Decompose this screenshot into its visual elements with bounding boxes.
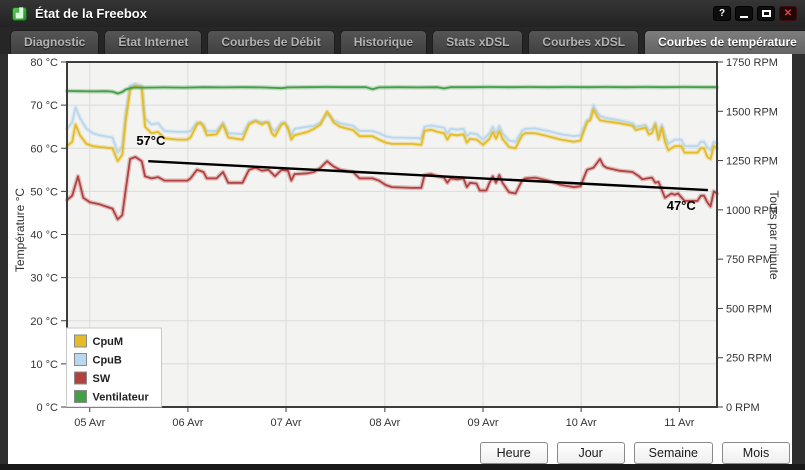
tab-courbes-xdsl[interactable]: Courbes xDSL: [528, 30, 640, 54]
svg-text:10 Avr: 10 Avr: [566, 417, 597, 429]
range-semaine-button[interactable]: Semaine: [633, 442, 713, 464]
tab-diagnostic[interactable]: Diagnostic: [10, 30, 100, 54]
svg-text:0 °C: 0 °C: [36, 402, 58, 414]
svg-text:47°C: 47°C: [667, 198, 697, 213]
svg-text:40 °C: 40 °C: [30, 230, 58, 242]
svg-text:11 Avr: 11 Avr: [664, 417, 695, 429]
maximize-icon: [761, 10, 771, 17]
freebox-logo-icon: ▟: [12, 6, 27, 21]
svg-text:50 °C: 50 °C: [30, 186, 58, 198]
window-title: État de la Freebox: [35, 6, 147, 21]
svg-text:57°C: 57°C: [136, 133, 166, 148]
svg-text:10 °C: 10 °C: [30, 359, 58, 371]
svg-text:750 RPM: 750 RPM: [726, 254, 772, 266]
svg-text:0 RPM: 0 RPM: [726, 402, 760, 414]
svg-text:Température °C: Température °C: [13, 188, 27, 272]
svg-text:Tours par minute: Tours par minute: [767, 190, 781, 280]
range-mois-button[interactable]: Mois: [722, 442, 790, 464]
tab-courbes-de-debit[interactable]: Courbes de Débit: [207, 30, 335, 54]
svg-text:08 Avr: 08 Avr: [369, 417, 400, 429]
svg-text:SW: SW: [93, 373, 111, 385]
chart-panel: 57°C 47°C 0 °C 10 °C 20 °C 30 °C 40 °C 50 °C 60 …: [8, 54, 792, 464]
window-edge-right: [792, 54, 805, 470]
svg-text:500 RPM: 500 RPM: [726, 303, 772, 315]
svg-text:30 °C: 30 °C: [30, 273, 58, 285]
svg-text:1000 RPM: 1000 RPM: [726, 205, 778, 217]
svg-text:09 Avr: 09 Avr: [468, 417, 499, 429]
close-button[interactable]: ✕: [779, 6, 797, 21]
tab-bar: Diagnostic État Internet Courbes de Débi…: [0, 27, 805, 54]
range-heure-button[interactable]: Heure: [479, 442, 548, 464]
tab-courbes-de-temperature[interactable]: Courbes de température: [644, 30, 805, 54]
time-range-buttons: Heure Jour Semaine Mois: [479, 442, 790, 464]
window-controls: ? ✕: [713, 6, 797, 21]
minimize-icon: [740, 16, 748, 18]
tab-etat-internet[interactable]: État Internet: [104, 30, 203, 54]
window-edge-bottom: [0, 464, 805, 470]
svg-text:06 Avr: 06 Avr: [172, 417, 203, 429]
svg-text:60 °C: 60 °C: [30, 143, 58, 155]
svg-text:Ventilateur: Ventilateur: [93, 392, 150, 404]
svg-text:1250 RPM: 1250 RPM: [726, 156, 778, 168]
maximize-button[interactable]: [757, 6, 775, 21]
range-jour-button[interactable]: Jour: [556, 442, 625, 464]
tab-stats-xdsl[interactable]: Stats xDSL: [432, 30, 524, 54]
title-bar: ▟ État de la Freebox ? ✕: [0, 0, 805, 27]
temperature-chart: 57°C 47°C 0 °C 10 °C 20 °C 30 °C 40 °C 50 °C 60 …: [13, 57, 781, 429]
svg-text:250 RPM: 250 RPM: [726, 353, 772, 365]
minimize-button[interactable]: [735, 6, 753, 21]
svg-text:80 °C: 80 °C: [30, 57, 58, 69]
svg-text:CpuB: CpuB: [93, 355, 122, 367]
svg-text:20 °C: 20 °C: [30, 316, 58, 328]
tab-historique[interactable]: Historique: [339, 30, 428, 54]
help-button[interactable]: ?: [713, 6, 731, 21]
svg-text:1750 RPM: 1750 RPM: [726, 57, 778, 69]
svg-text:CpuM: CpuM: [93, 336, 124, 348]
svg-text:70 °C: 70 °C: [30, 100, 58, 112]
svg-text:07 Avr: 07 Avr: [271, 417, 302, 429]
svg-text:05 Avr: 05 Avr: [74, 417, 105, 429]
svg-text:1500 RPM: 1500 RPM: [726, 106, 778, 118]
